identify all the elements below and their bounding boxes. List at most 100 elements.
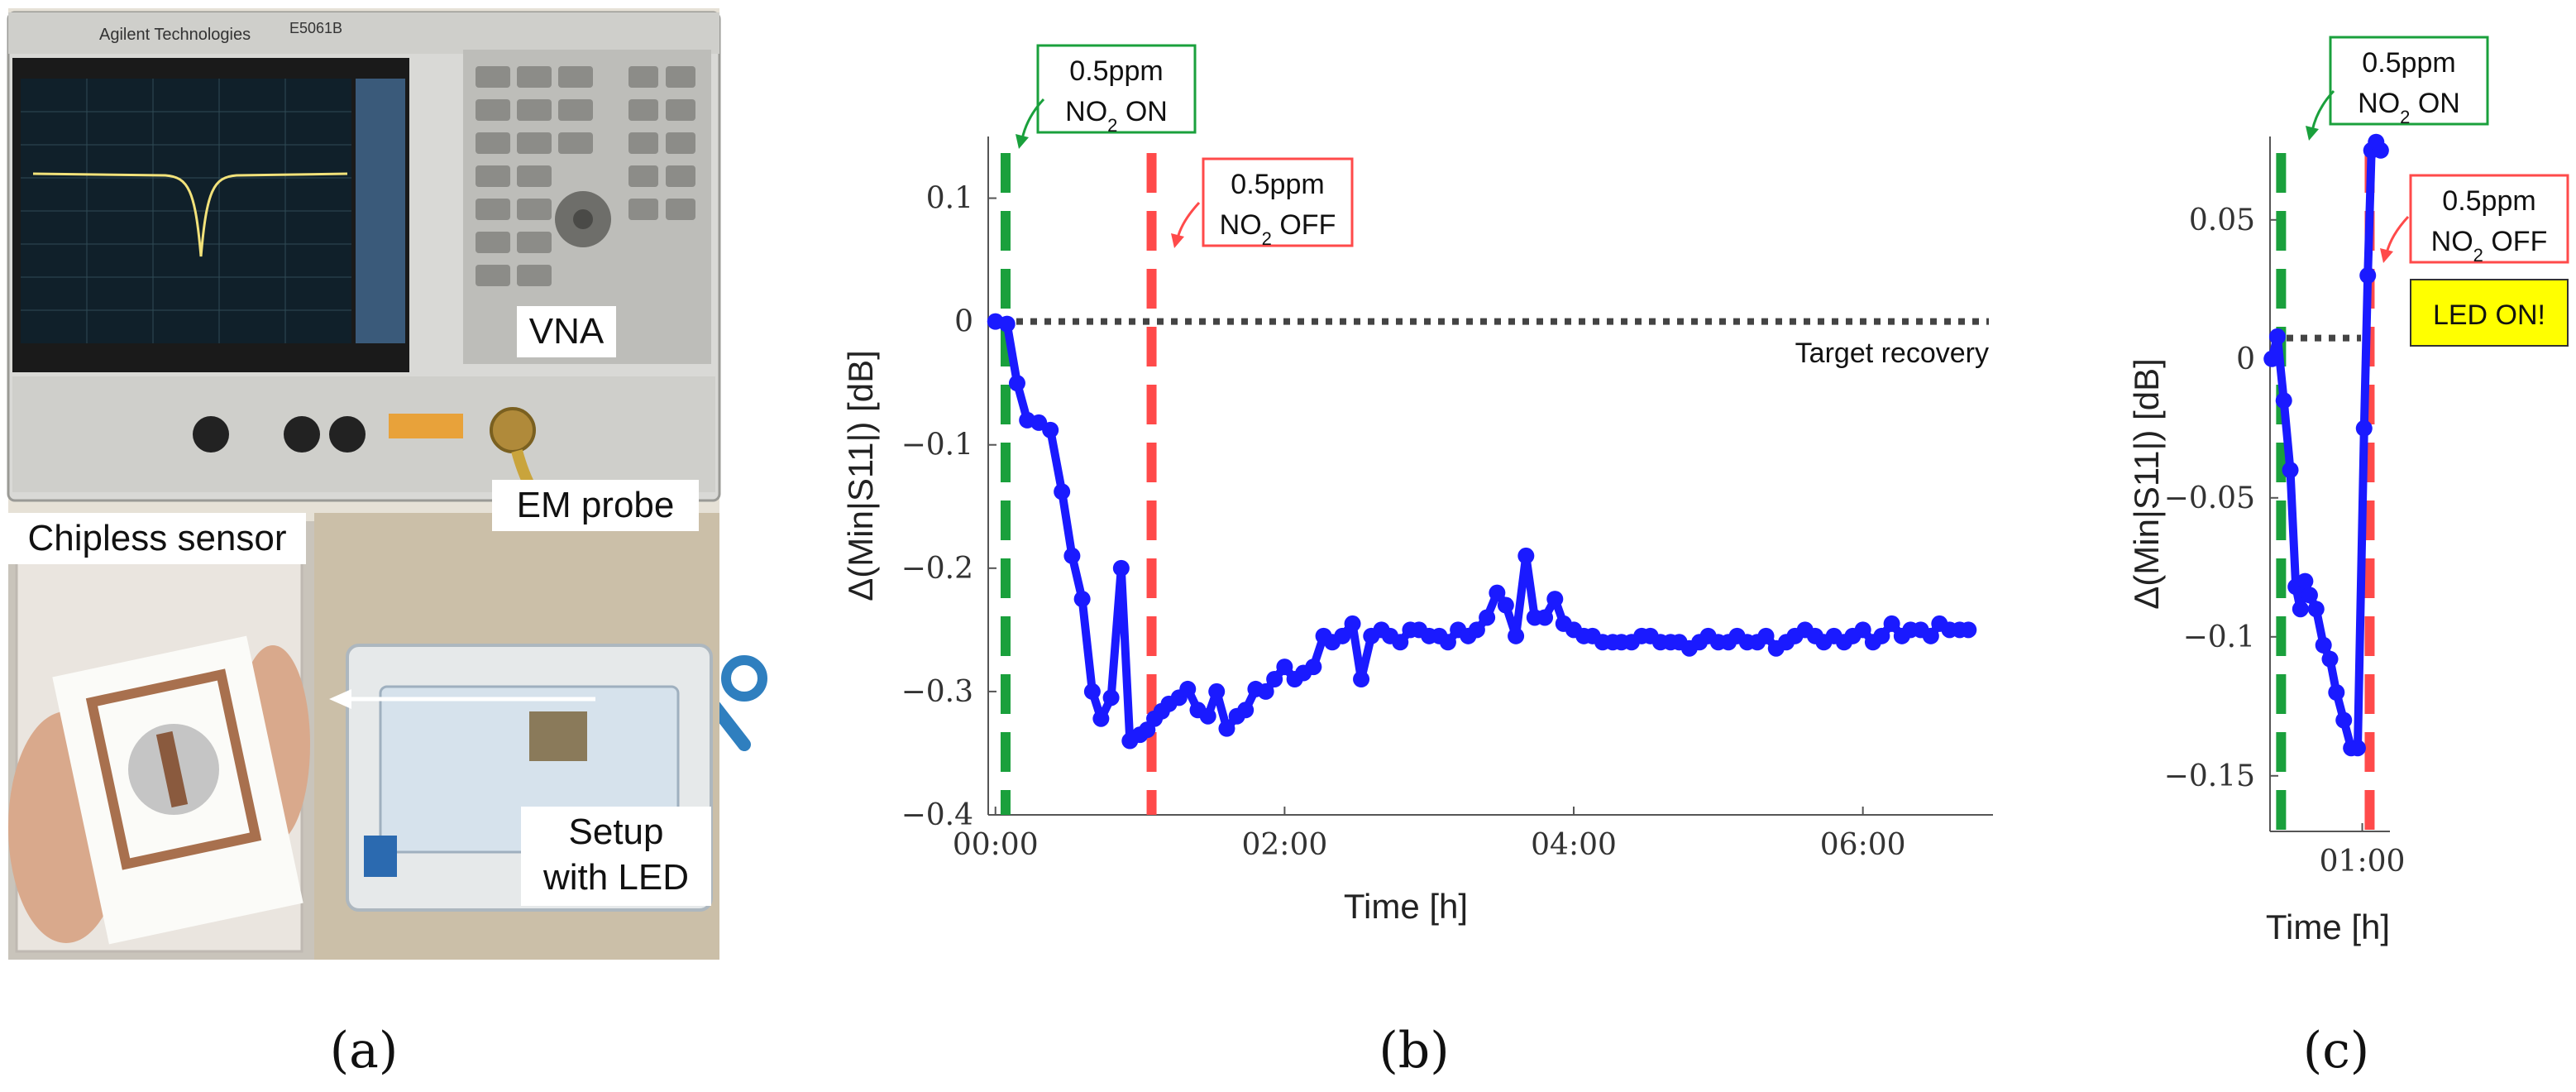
chart-b-off-box	[1202, 157, 1354, 247]
vna-front-connectors	[12, 376, 715, 492]
data-point	[1479, 609, 1496, 626]
data-point	[1537, 609, 1554, 626]
data-point	[2321, 650, 2339, 668]
y-tick-label: −0.1	[901, 429, 973, 462]
y-tick-label: 0.05	[2189, 204, 2255, 237]
panel-label-a: (a)	[330, 1022, 399, 1080]
panel-label-c: (c)	[2303, 1022, 2369, 1080]
chart-b-series-line	[994, 317, 1969, 745]
data-point	[1922, 627, 1939, 644]
chart-c-off-line1: 0.5ppm	[2442, 185, 2535, 217]
chart-c-on-arrow-head	[2306, 126, 2319, 141]
chart-c: 0.05 0 −0.05 −0.1 −0.15 01:00 Time [h] Δ(Min…	[2127, 36, 2569, 946]
data-point	[1266, 671, 1283, 687]
vna-top-bar	[8, 12, 719, 54]
data-point	[1883, 615, 1900, 632]
vna-model: E5061B	[289, 20, 342, 36]
chart-b-y-ticks: 0.1 0 −0.1 −0.2 −0.3 −0.4	[901, 182, 996, 832]
data-point	[1092, 710, 1110, 727]
chart-c-off-arrow-head	[2380, 248, 2393, 263]
data-point	[1305, 659, 1322, 676]
chart-c-off-line2: NO2 OFF	[2431, 226, 2548, 266]
vna-screen-grid	[21, 79, 351, 343]
led-module	[529, 711, 587, 761]
vna-label: VNA	[529, 311, 605, 352]
panel-label-b: (b)	[1379, 1022, 1449, 1080]
data-point	[2263, 350, 2281, 367]
data-point	[1546, 591, 1564, 608]
data-point	[1054, 483, 1071, 500]
chart-b-x-ticks: 00:00 02:00 04:00 06:00	[953, 807, 1906, 862]
data-point	[1497, 596, 1514, 614]
y-tick-label: −0.05	[2164, 481, 2255, 515]
x-tick-label: 02:00	[1242, 828, 1328, 862]
data-point	[1960, 621, 1977, 639]
data-point	[2355, 419, 2373, 437]
data-point	[1757, 627, 1775, 644]
data-point	[1517, 547, 1535, 564]
chart-b-x-label: Time [h]	[1344, 887, 1468, 926]
y-tick-label: −0.3	[901, 675, 973, 709]
warning-sticker	[389, 414, 463, 438]
data-point	[2335, 711, 2353, 729]
data-point	[1344, 615, 1361, 632]
vna-port	[490, 407, 536, 453]
data-point	[2359, 267, 2377, 284]
chart-c-off-box	[2409, 174, 2569, 264]
chart-c-y-label: Δ(Min|S11|) [dB]	[2127, 358, 2166, 610]
data-point	[1392, 634, 1409, 651]
data-point	[1334, 627, 1351, 644]
sensor-gap	[155, 730, 189, 808]
chart-c-x-label: Time [h]	[2266, 908, 2390, 946]
x-tick-label: 00:00	[953, 828, 1039, 862]
chart-b: 0.1 0 −0.1 −0.2 −0.3 −0.4 00:00 02:00 04:00 06:0…	[841, 44, 1993, 926]
data-point	[2292, 601, 2309, 618]
data-point	[1276, 659, 1293, 676]
data-point	[1468, 621, 1485, 639]
y-tick-label: −0.1	[2183, 620, 2255, 654]
chart-b-target-label: Target recovery	[1795, 338, 1989, 369]
chart-c-on-line1: 0.5ppm	[2362, 47, 2455, 79]
chart-c-x-ticks: 01:00	[2320, 823, 2406, 879]
x-tick-label: 01:00	[2320, 845, 2406, 879]
chart-b-on-arrow	[1020, 98, 1045, 140]
data-point	[2268, 328, 2286, 345]
chart-b-y-label: Δ(Min|S11|) [dB]	[841, 350, 880, 601]
data-point	[1102, 689, 1120, 706]
chart-c-on-arrow	[2311, 89, 2335, 132]
data-point	[2296, 572, 2314, 590]
chart-b-on-line2: NO2 ON	[1065, 96, 1168, 136]
chart-b-off-line1: 0.5ppm	[1231, 169, 1324, 200]
data-point	[1854, 621, 1871, 639]
data-point	[2275, 392, 2292, 410]
data-point	[1508, 627, 1525, 644]
setup-label-line1: Setup	[569, 812, 664, 852]
vna-keypad	[463, 50, 711, 364]
data-point	[1063, 547, 1081, 564]
data-point	[998, 315, 1016, 333]
data-point	[1873, 627, 1890, 644]
data-point	[1237, 702, 1255, 719]
data-point	[2372, 141, 2389, 159]
data-point	[1073, 591, 1091, 608]
setup-label-line2: with LED	[542, 857, 689, 898]
chart-b-off-line2: NO2 OFF	[1220, 209, 1336, 249]
led-on-badge	[2410, 279, 2569, 347]
data-point	[1112, 559, 1130, 577]
photo-panel: Agilent Technologies E5061B	[7, 8, 767, 960]
data-point	[2349, 740, 2366, 757]
data-point	[1083, 682, 1101, 700]
data-point	[2307, 601, 2325, 618]
data-point	[1257, 682, 1274, 700]
data-point	[2328, 684, 2345, 701]
data-point	[1199, 707, 1216, 725]
chart-b-points	[987, 313, 1977, 750]
em-probe-label-box	[492, 480, 699, 531]
chart-b-off-arrow	[1176, 201, 1201, 239]
chart-c-off-arrow	[2385, 215, 2410, 254]
chart-c-on-line2: NO2 ON	[2358, 88, 2460, 127]
chart-c-points	[2263, 133, 2389, 757]
data-point	[2315, 636, 2332, 654]
vna-softkeys	[356, 79, 405, 343]
